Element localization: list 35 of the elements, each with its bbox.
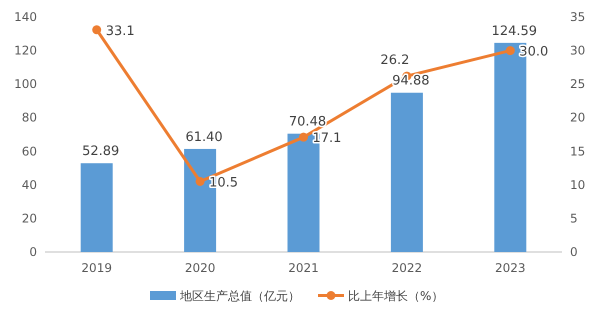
- y2-tick-label: 0: [570, 245, 578, 259]
- y-tick-label: 60: [22, 144, 37, 158]
- x-tick-label: 2022: [392, 261, 422, 275]
- y2-tick-label: 30: [570, 44, 586, 58]
- y2-tick-label: 10: [570, 178, 586, 192]
- point: [196, 177, 205, 186]
- data-label: 124.59: [492, 24, 538, 39]
- y2-tick-label: 20: [570, 110, 586, 125]
- y-tick-label: 100: [14, 77, 37, 92]
- data-label: 26.2: [380, 53, 410, 68]
- point: [299, 132, 308, 142]
- legend-label: 比上年增长（%）: [348, 289, 444, 303]
- legend-label: 地区生产总值（亿元）: [179, 289, 300, 303]
- y-tick-label: 40: [22, 178, 37, 192]
- y-tick-label: 20: [22, 211, 37, 226]
- x-tick-label: 2021: [288, 261, 319, 275]
- bar: [390, 92, 423, 252]
- y-tick-label: 140: [14, 10, 37, 24]
- y2-tick-label: 15: [570, 144, 586, 158]
- y-tick-label: 0: [29, 245, 37, 259]
- x-tick-label: 2020: [184, 261, 216, 275]
- y2-tick-label: 5: [570, 211, 578, 226]
- data-label: 70.48: [288, 114, 326, 130]
- bar: [80, 163, 113, 252]
- point: [506, 46, 515, 56]
- y2-tick-label: 25: [570, 77, 586, 92]
- y-tick-label: 120: [14, 44, 37, 58]
- y-tick-label: 80: [22, 110, 37, 125]
- x-tick-label: 2023: [495, 261, 526, 275]
- data-label: 61.40: [185, 130, 223, 145]
- x-tick-label: 2019: [81, 261, 112, 275]
- y2-tick-label: 35: [570, 10, 586, 24]
- point: [92, 25, 102, 34]
- data-label: 52.89: [82, 144, 120, 160]
- data-label: 33.1: [106, 24, 135, 39]
